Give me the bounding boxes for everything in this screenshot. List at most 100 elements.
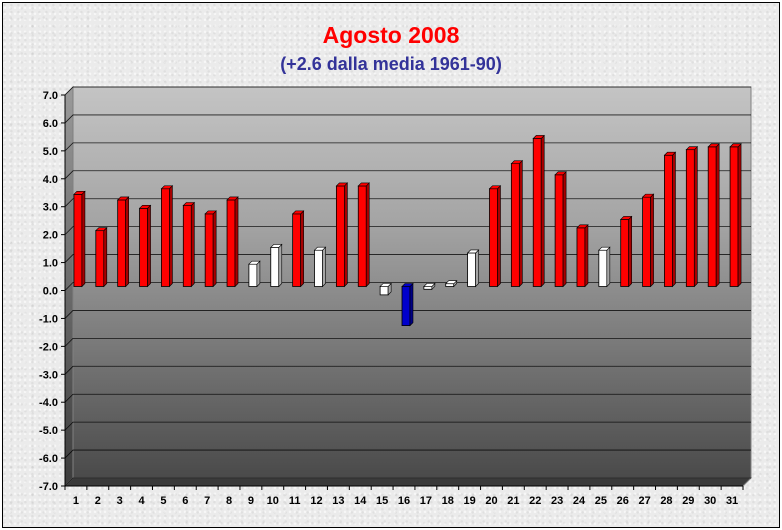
- bar-front: [532, 138, 542, 287]
- x-tick-label: 3: [117, 495, 123, 507]
- bar-side-shade: [410, 283, 413, 326]
- x-tick-label: 25: [595, 495, 607, 507]
- bar-top: [510, 160, 524, 164]
- bar-top: [73, 191, 86, 195]
- gridline: [64, 86, 751, 96]
- y-tick-label: -5.0: [39, 425, 58, 437]
- bar: [707, 143, 720, 288]
- bar: [182, 201, 196, 288]
- bar: [204, 210, 217, 288]
- chart-title: Agosto 2008: [322, 22, 460, 48]
- x-tick-label: 17: [420, 495, 432, 507]
- x-tick-label: 28: [660, 495, 672, 507]
- bar: [335, 182, 349, 288]
- x-tick-label: 10: [267, 495, 279, 507]
- bar-top: [204, 210, 217, 215]
- bar-top: [313, 246, 327, 251]
- bar-front: [357, 185, 367, 287]
- x-tick-label: 14: [354, 495, 367, 507]
- x-tick-label: 26: [617, 495, 629, 507]
- bar-front: [95, 230, 105, 287]
- x-tick-label: 8: [226, 495, 232, 507]
- bar-top: [641, 193, 655, 198]
- y-axis-ticks: 7.0 6.0 5.0 4.0 3.0 2.0 1.0 0.0 -1.0 -2.0 -3.0 -4.0…: [39, 90, 65, 493]
- bar: [138, 204, 152, 288]
- bar-front: [204, 213, 214, 287]
- x-tick-label: 27: [638, 495, 650, 507]
- x-tick-label: 22: [529, 495, 541, 507]
- gridline: [64, 114, 751, 124]
- gridline: [64, 254, 751, 263]
- plot-floor: [63, 477, 753, 487]
- bar-front: [335, 185, 345, 287]
- bar-front: [729, 146, 739, 287]
- bar: [445, 279, 458, 288]
- x-tick-label: 12: [310, 495, 322, 507]
- bar-top: [138, 205, 152, 209]
- bar-side-shade: [388, 283, 392, 295]
- x-tick-label: 30: [704, 495, 716, 507]
- bar-top: [729, 143, 742, 148]
- gridline: [64, 282, 751, 291]
- x-tick-label: 21: [507, 495, 519, 507]
- bar-front: [314, 249, 323, 287]
- bar-front: [510, 163, 520, 287]
- bar: [576, 224, 589, 288]
- y-tick-label: -1.0: [39, 313, 58, 325]
- bar: [619, 215, 633, 288]
- gridlines: [64, 86, 751, 487]
- bar: [160, 185, 174, 288]
- bar-front: [73, 193, 83, 287]
- bar-top: [532, 135, 545, 139]
- bar-front: [598, 249, 608, 287]
- bar-top: [357, 182, 370, 187]
- x-tick-label: 11: [289, 495, 301, 507]
- bar-front: [685, 149, 695, 287]
- bar: [313, 246, 327, 288]
- bar-top: [401, 283, 414, 287]
- bar-front: [576, 227, 586, 287]
- gridline: [64, 365, 751, 375]
- bar-side-shade: [453, 280, 457, 287]
- bar: [729, 143, 742, 288]
- gridline: [64, 421, 751, 431]
- bar: [488, 185, 502, 288]
- bar-series: [73, 134, 742, 327]
- x-tick-label: 2: [95, 495, 101, 507]
- bar-top: [576, 224, 589, 229]
- gridline: [64, 477, 751, 487]
- bar-top: [466, 249, 480, 254]
- x-tick-label: 20: [485, 495, 497, 507]
- bar-front: [401, 286, 411, 326]
- x-tick-label: 29: [682, 495, 694, 507]
- gridline: [64, 449, 751, 459]
- bar-side-shade: [191, 202, 195, 287]
- y-tick-label: -6.0: [39, 453, 58, 465]
- gridline: [64, 142, 751, 152]
- x-axis-ticks: 1 2 3 4 5 6 7 8 9 10 11 12 13 14 15 16 17 18 19 20 21 22 23 24 2…: [64, 486, 744, 507]
- bar-side-shade: [213, 210, 217, 287]
- bar-side-shade: [694, 146, 698, 287]
- bar-side-shade: [497, 185, 501, 287]
- bar: [357, 182, 370, 288]
- bar-front: [270, 246, 280, 287]
- gridline: [64, 170, 751, 180]
- gridline: [64, 393, 751, 403]
- bar-top: [445, 280, 458, 285]
- bar-side-shade: [147, 205, 151, 287]
- bar-front: [445, 283, 455, 287]
- bar-top: [95, 227, 108, 231]
- bar-front: [226, 199, 236, 287]
- bar: [291, 210, 305, 288]
- x-tick-label: 1: [73, 495, 79, 507]
- bar-front: [117, 199, 127, 287]
- y-tick-label: 6.0: [43, 118, 58, 130]
- gridline: [64, 226, 751, 235]
- bar: [270, 243, 283, 288]
- bar-top: [707, 143, 720, 148]
- x-tick-label: 19: [463, 495, 475, 507]
- x-tick-label: 15: [376, 495, 388, 507]
- bar: [401, 282, 414, 327]
- bar-front: [423, 286, 433, 290]
- bar-side-shade: [256, 261, 260, 287]
